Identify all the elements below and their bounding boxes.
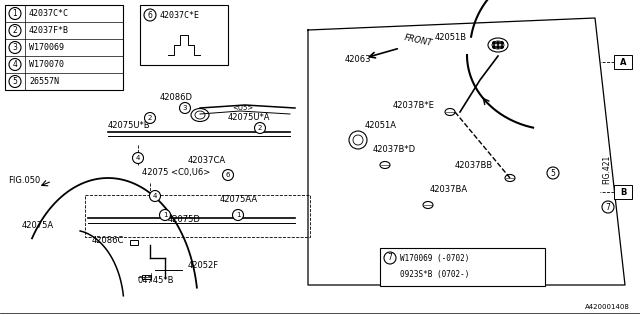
Text: 0923S*B (0702-): 0923S*B (0702-)	[400, 269, 469, 278]
Text: 7: 7	[388, 253, 392, 262]
Circle shape	[547, 167, 559, 179]
Text: 7: 7	[605, 203, 611, 212]
Text: 2: 2	[148, 115, 152, 121]
Text: <U5>: <U5>	[232, 105, 253, 111]
Text: 2: 2	[13, 26, 17, 35]
Text: 1: 1	[13, 9, 17, 18]
Circle shape	[223, 170, 234, 180]
Text: W170070: W170070	[29, 60, 64, 69]
Ellipse shape	[505, 174, 515, 181]
Circle shape	[179, 102, 191, 114]
Circle shape	[602, 201, 614, 213]
Circle shape	[497, 46, 499, 48]
Text: 42051B: 42051B	[435, 33, 467, 42]
Text: 5: 5	[13, 77, 17, 86]
Text: 5: 5	[550, 169, 556, 178]
Text: A420001408: A420001408	[585, 304, 630, 310]
Ellipse shape	[445, 108, 455, 116]
Text: W170069 (-0702): W170069 (-0702)	[400, 253, 469, 262]
Text: 1: 1	[163, 212, 167, 218]
Circle shape	[132, 153, 143, 164]
Text: FIG.421: FIG.421	[602, 155, 611, 184]
Bar	[614, 55, 632, 69]
Bar	[142, 275, 151, 279]
Ellipse shape	[191, 108, 209, 122]
Text: 42086C: 42086C	[92, 236, 124, 245]
Circle shape	[189, 49, 191, 52]
Circle shape	[180, 49, 184, 52]
Bar	[5, 5, 123, 90]
Text: 42037C*C: 42037C*C	[29, 9, 69, 18]
Text: 42051A: 42051A	[365, 121, 397, 130]
Bar	[614, 185, 632, 199]
Circle shape	[177, 49, 179, 52]
Text: 2: 2	[258, 125, 262, 131]
Circle shape	[150, 190, 161, 202]
Ellipse shape	[423, 202, 433, 209]
Text: 42075 <C0,U6>: 42075 <C0,U6>	[142, 168, 211, 177]
Circle shape	[9, 59, 21, 70]
Ellipse shape	[380, 162, 390, 169]
Circle shape	[159, 210, 170, 220]
Circle shape	[232, 210, 243, 220]
Circle shape	[144, 9, 156, 21]
Text: 42075U*B: 42075U*B	[108, 121, 150, 130]
Text: 42037CA: 42037CA	[188, 156, 226, 165]
Text: 42052F: 42052F	[188, 261, 219, 270]
Text: W170069: W170069	[29, 43, 64, 52]
Text: 42037BB: 42037BB	[455, 161, 493, 170]
Text: 3: 3	[183, 105, 188, 111]
Text: 42075D: 42075D	[168, 215, 201, 224]
Ellipse shape	[488, 38, 508, 52]
Circle shape	[353, 135, 363, 145]
Bar	[140, 5, 228, 65]
Text: 42037F*B: 42037F*B	[29, 26, 69, 35]
Circle shape	[9, 76, 21, 87]
Ellipse shape	[492, 41, 504, 49]
Text: 42075U*A: 42075U*A	[228, 113, 271, 122]
Text: A: A	[620, 58, 627, 67]
Text: 42063: 42063	[345, 55, 371, 64]
Bar	[130, 240, 138, 245]
Text: 04745*B: 04745*B	[138, 276, 175, 285]
Circle shape	[255, 123, 266, 133]
Circle shape	[500, 42, 503, 44]
Circle shape	[145, 113, 156, 124]
Bar	[85, 195, 310, 237]
Text: 42037B*E: 42037B*E	[393, 101, 435, 110]
Bar	[380, 248, 545, 286]
Text: 1: 1	[236, 212, 240, 218]
Text: 26557N: 26557N	[29, 77, 59, 86]
Text: 42037C*E: 42037C*E	[160, 11, 200, 20]
Text: FIG.050: FIG.050	[8, 176, 40, 185]
Text: 4: 4	[136, 155, 140, 161]
Text: 42037BA: 42037BA	[430, 185, 468, 194]
Circle shape	[384, 252, 396, 264]
Circle shape	[180, 35, 188, 43]
Text: 42086D: 42086D	[160, 93, 193, 102]
Ellipse shape	[195, 111, 205, 119]
Circle shape	[493, 46, 495, 48]
Circle shape	[9, 42, 21, 53]
Text: 42075A: 42075A	[22, 221, 54, 230]
Circle shape	[349, 131, 367, 149]
Circle shape	[9, 25, 21, 36]
Circle shape	[9, 7, 21, 20]
Text: 6: 6	[148, 11, 152, 20]
Text: 42037B*D: 42037B*D	[373, 145, 416, 154]
Circle shape	[493, 42, 495, 44]
Text: B: B	[620, 188, 626, 196]
Text: 3: 3	[13, 43, 17, 52]
Text: 6: 6	[226, 172, 230, 178]
Circle shape	[184, 49, 188, 52]
Text: FRONT: FRONT	[403, 33, 433, 48]
Circle shape	[500, 46, 503, 48]
Text: 4: 4	[153, 193, 157, 199]
Circle shape	[497, 42, 499, 44]
Text: 42075AA: 42075AA	[220, 195, 258, 204]
Text: 4: 4	[13, 60, 17, 69]
